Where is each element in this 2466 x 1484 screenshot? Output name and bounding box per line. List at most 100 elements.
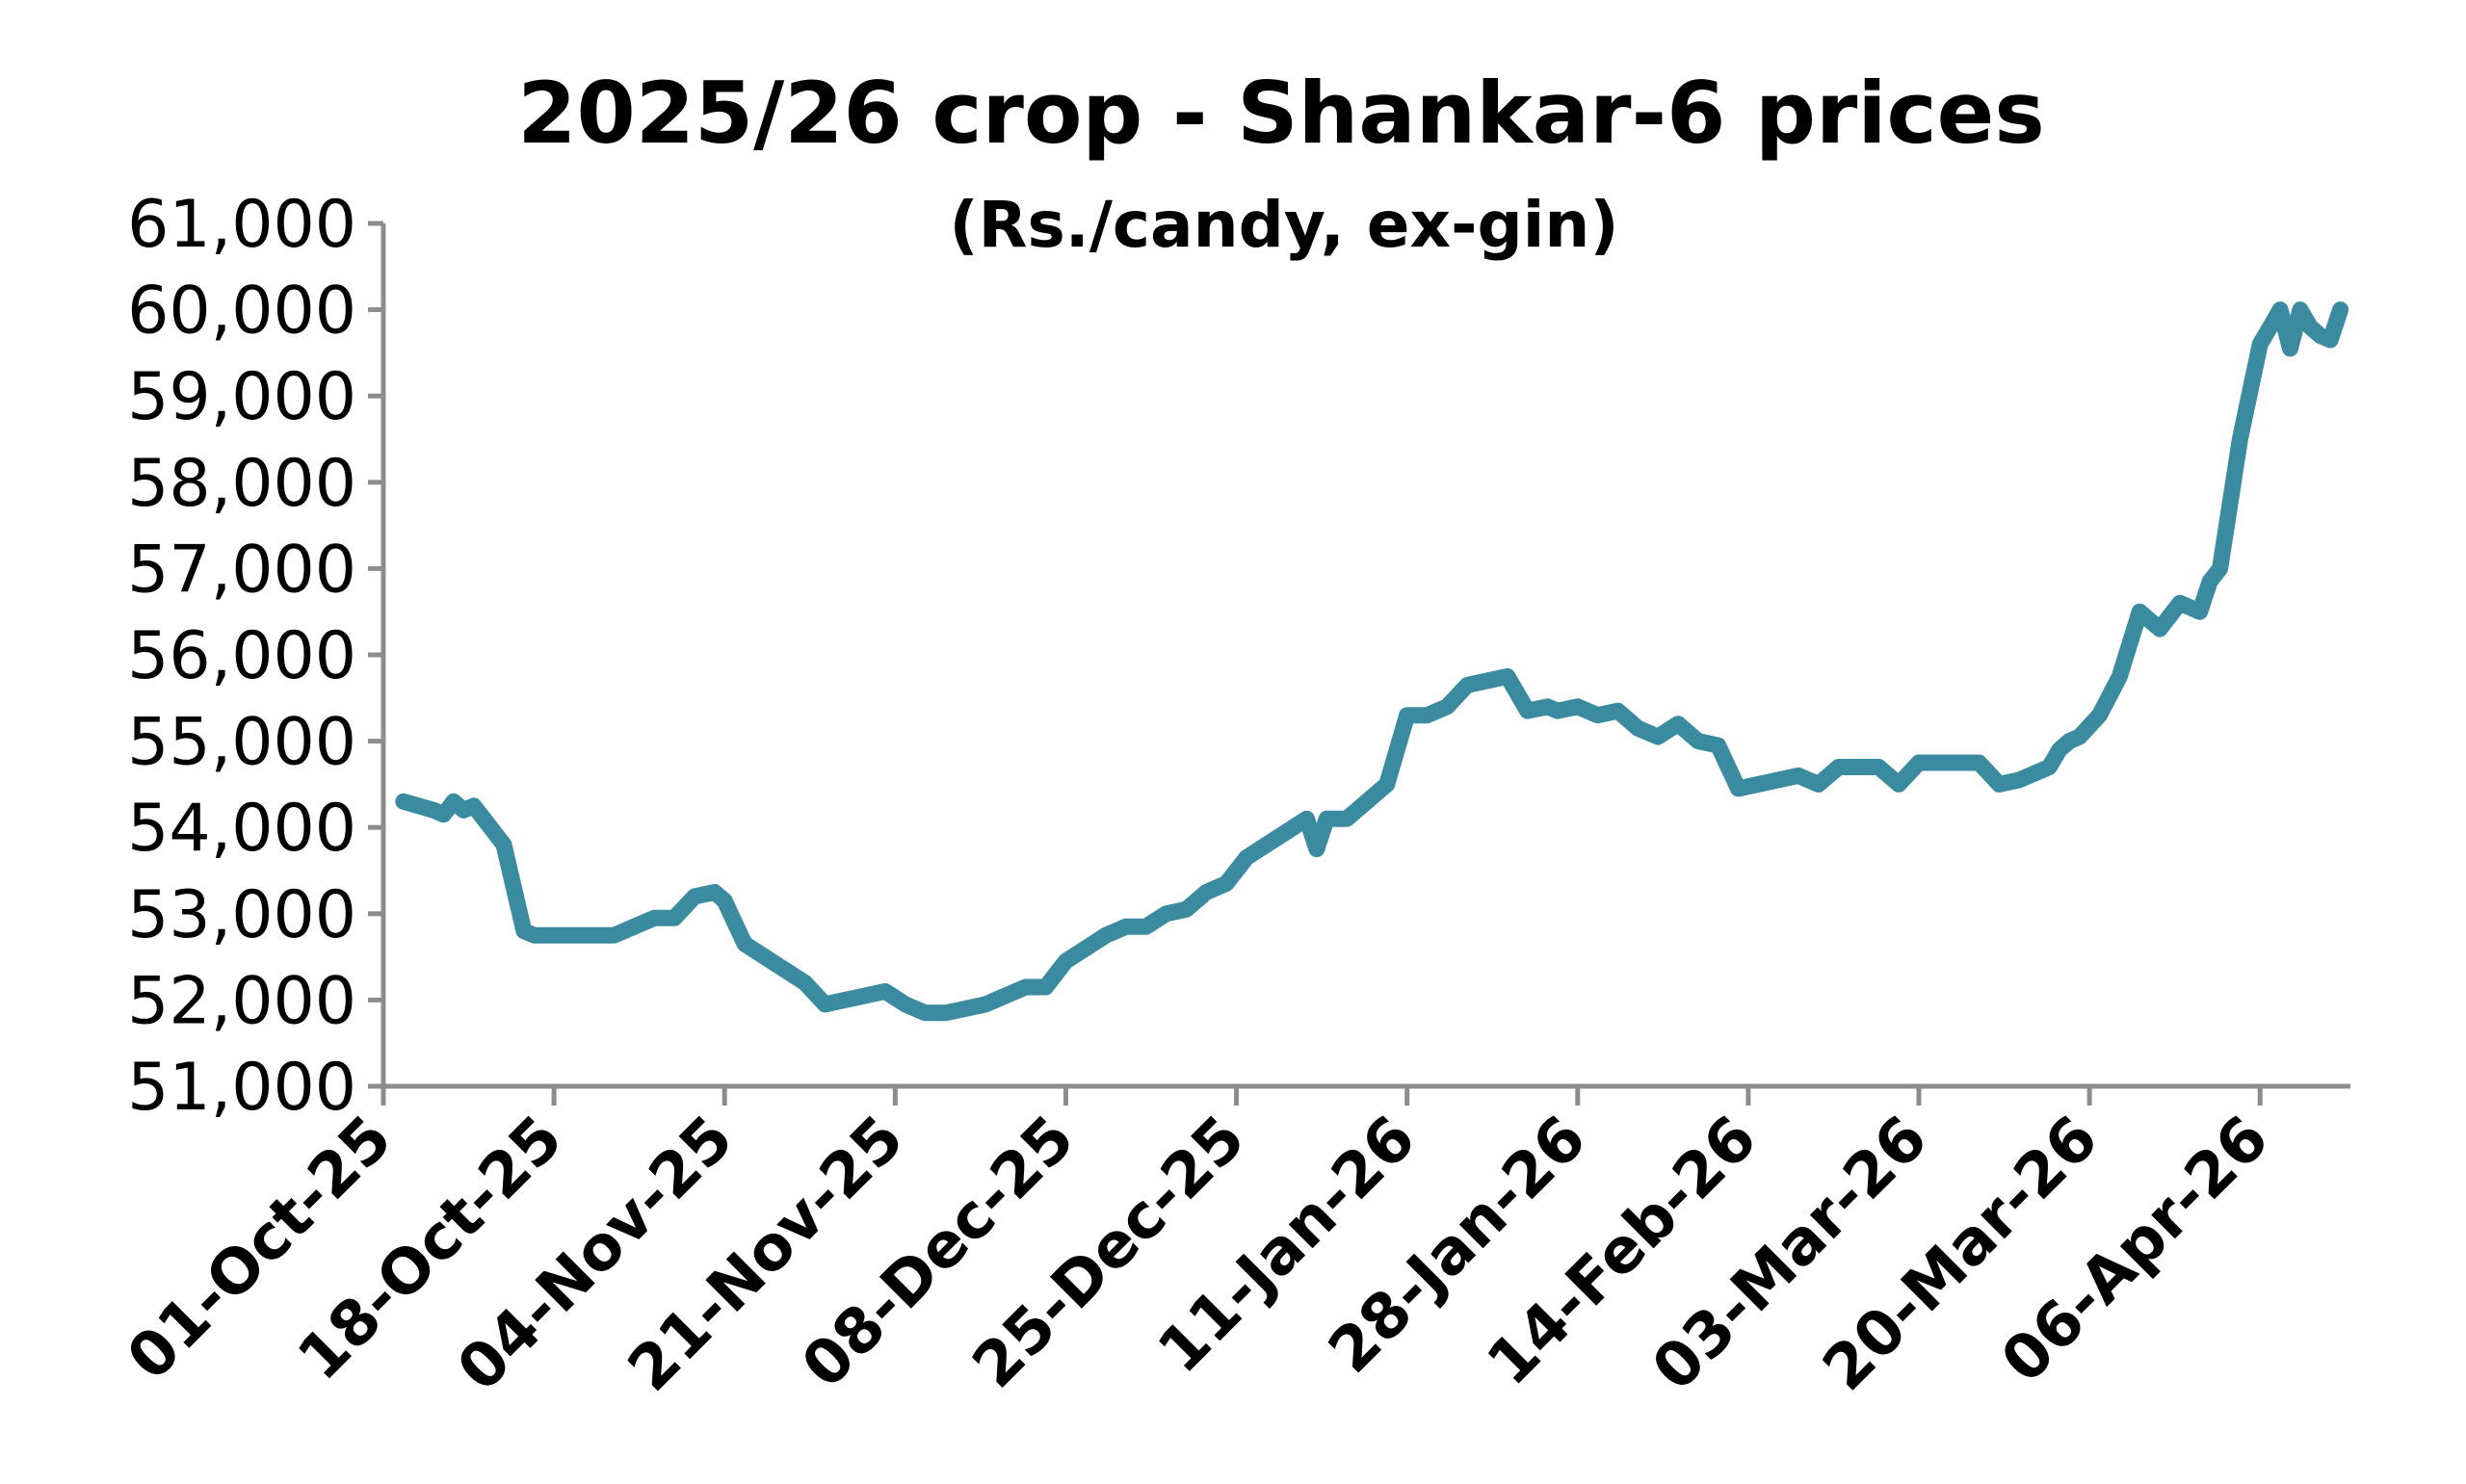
data-point — [2279, 309, 2281, 311]
data-point — [1366, 800, 1368, 802]
data-point — [1557, 710, 1559, 712]
data-point — [1266, 844, 1268, 846]
chart-title: 2025/26 crop - Shankar-6 prices — [517, 64, 2045, 163]
data-point — [1205, 891, 1207, 893]
data-point — [1166, 913, 1167, 915]
data-point — [2309, 326, 2311, 328]
data-point — [2018, 779, 2020, 781]
data-point — [1085, 948, 1087, 950]
data-point — [714, 891, 716, 893]
data-point — [925, 1012, 927, 1014]
data-point — [2138, 611, 2140, 612]
data-point — [2219, 567, 2221, 569]
data-point — [884, 990, 886, 992]
data-point — [453, 800, 455, 802]
data-point — [1898, 783, 1900, 785]
data-point — [614, 934, 616, 936]
data-point — [2038, 770, 2040, 772]
data-point — [2209, 581, 2211, 583]
chart-subtitle: (Rs./candy, ex-gin) — [949, 188, 1618, 262]
data-point — [433, 809, 434, 811]
y-tick-label: 57,000 — [127, 532, 356, 608]
data-point — [1286, 831, 1288, 833]
data-point — [2099, 715, 2101, 716]
data-point — [1877, 767, 1879, 768]
data-point — [2259, 343, 2261, 345]
data-point — [1797, 774, 1799, 776]
data-point — [2340, 309, 2342, 311]
data-point — [2329, 339, 2331, 341]
data-point — [533, 934, 535, 936]
x-axis-ticks: 01-Oct-2518-Oct-2504-Nov-2521-Nov-2508-D… — [115, 1086, 2283, 1405]
data-point — [1386, 783, 1388, 785]
y-tick-label: 56,000 — [127, 618, 356, 694]
data-point — [1045, 986, 1047, 988]
data-point — [824, 1003, 826, 1005]
data-point — [1998, 783, 2000, 785]
data-point — [473, 805, 475, 807]
data-point — [694, 896, 695, 898]
data-point — [1486, 680, 1488, 682]
data-point — [483, 818, 485, 820]
data-point — [1757, 783, 1759, 785]
data-point — [1858, 767, 1860, 768]
data-point — [804, 982, 806, 984]
data-point — [512, 887, 514, 889]
data-point — [403, 800, 405, 802]
data-point — [1677, 723, 1679, 725]
data-point — [1697, 741, 1699, 742]
y-axis-ticks: 51,000 52,000 53,000 54,000 55,000 56,000 57,0… — [127, 187, 383, 1126]
y-tick-label: 52,000 — [127, 963, 356, 1039]
data-point — [553, 934, 555, 936]
data-point — [2048, 767, 2050, 768]
data-point — [1346, 818, 1348, 820]
data-point — [1507, 675, 1508, 677]
y-tick-label: 54,000 — [127, 791, 356, 867]
y-tick-label: 60,000 — [127, 273, 356, 350]
data-point — [1125, 925, 1127, 927]
data-point — [673, 917, 675, 919]
data-point — [462, 809, 464, 811]
data-point — [1738, 788, 1740, 790]
data-point — [1427, 715, 1429, 716]
data-point — [864, 995, 866, 997]
data-point — [593, 934, 595, 936]
data-point — [1979, 762, 1981, 764]
y-tick-label: 55,000 — [127, 705, 356, 781]
data-point — [844, 999, 846, 1001]
data-point — [2179, 602, 2181, 604]
y-tick-label: 61,000 — [127, 187, 356, 263]
data-point — [443, 814, 445, 816]
price-series-line — [395, 301, 2349, 1022]
data-point — [734, 922, 736, 924]
data-point — [1105, 934, 1107, 936]
data-point — [1617, 710, 1619, 712]
data-point — [1527, 710, 1529, 712]
data-point — [2239, 438, 2241, 440]
data-point — [1657, 736, 1659, 738]
data-point — [2320, 335, 2322, 337]
data-point — [2269, 326, 2271, 328]
data-point — [1005, 995, 1007, 997]
data-point — [944, 1012, 946, 1014]
data-point — [1025, 986, 1027, 988]
data-point — [1225, 882, 1227, 884]
data-point — [1958, 762, 1960, 764]
data-point — [905, 1003, 906, 1005]
data-point — [2290, 348, 2292, 350]
data-point — [764, 956, 766, 958]
data-point — [1246, 857, 1247, 859]
data-point — [2199, 611, 2201, 612]
data-point — [2068, 741, 2070, 742]
data-point — [1918, 762, 1920, 764]
data-point — [2159, 628, 2161, 630]
y-tick-label: 53,000 — [127, 877, 356, 953]
y-tick-label: 59,000 — [127, 359, 356, 435]
y-tick-label: 58,000 — [127, 446, 356, 522]
data-point — [503, 844, 505, 846]
data-point — [1637, 727, 1639, 729]
data-point — [2059, 749, 2060, 751]
data-point — [2079, 736, 2081, 738]
